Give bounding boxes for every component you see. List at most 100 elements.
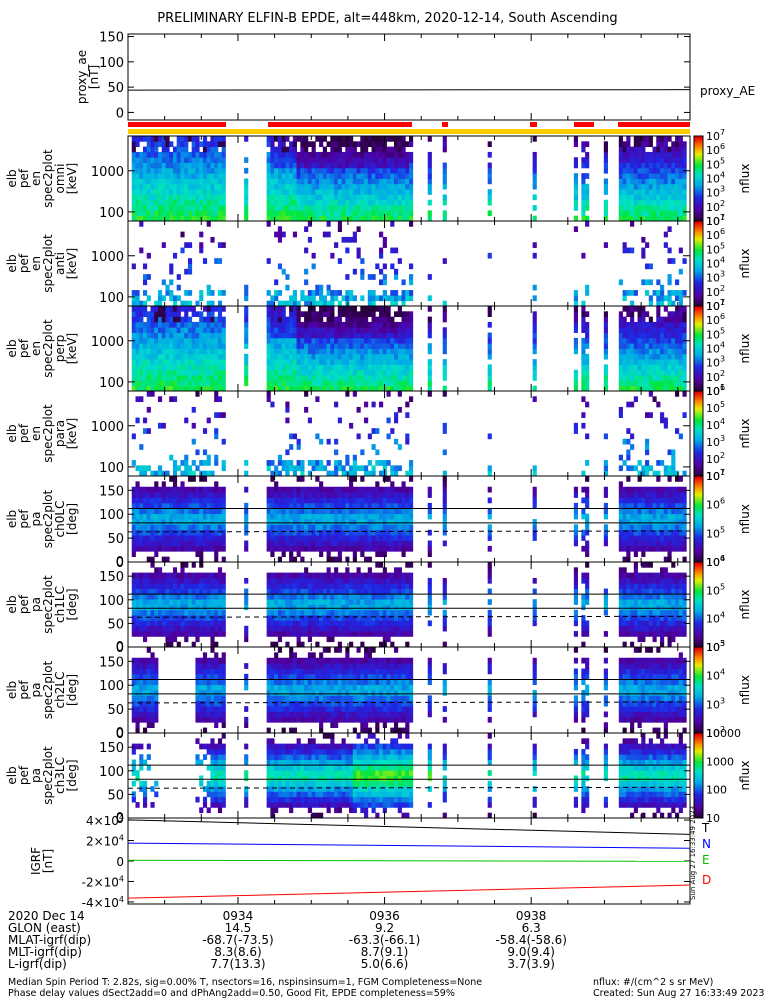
- spectrogram-cell: [409, 375, 414, 381]
- spectrogram-cell: [397, 369, 402, 376]
- spectrogram-cell: [165, 327, 170, 333]
- spectrogram-cell: [142, 279, 148, 286]
- pa-cell: [603, 502, 608, 509]
- pa-cell: [603, 486, 608, 493]
- pa-cell: [656, 540, 661, 547]
- pa-cell: [633, 545, 638, 552]
- spectrogram-cell: [217, 189, 223, 195]
- spectrogram-cell: [180, 183, 185, 190]
- spectrogram-cell: [405, 157, 410, 163]
- spectrogram-cell: [274, 385, 279, 392]
- spectrogram-cell: [682, 316, 687, 323]
- spectrogram-cell: [165, 167, 170, 174]
- pa-cell: [206, 529, 211, 536]
- colorbar-step: [694, 206, 703, 209]
- spectrogram-cell: [626, 290, 631, 296]
- spectrogram-cell: [487, 167, 492, 174]
- proxy-ae-ytick-label: 0: [116, 106, 124, 121]
- spectrogram-cell: [322, 359, 327, 365]
- spectrogram-cell: [157, 385, 163, 392]
- spectrogram-cell: [356, 194, 361, 201]
- pa-cell: [652, 545, 657, 552]
- spectrogram-cell: [532, 215, 537, 222]
- spectrogram-cell: [656, 189, 661, 195]
- pa-cell: [304, 502, 309, 509]
- spectrogram-cell: [326, 306, 331, 312]
- pa-cell: [139, 593, 144, 600]
- spectrogram-cell: [652, 290, 657, 296]
- spectrogram-cell: [397, 343, 402, 349]
- spectrogram-cell: [532, 348, 537, 355]
- spectrogram-cell: [360, 353, 365, 360]
- spectrogram-cell: [386, 375, 391, 381]
- pa-cell: [195, 492, 200, 498]
- pa-cell: [397, 545, 402, 552]
- pa-cell: [322, 508, 327, 515]
- spectrogram-cell: [277, 316, 283, 323]
- pa-cell: [360, 519, 365, 525]
- spectrogram-cell: [390, 178, 395, 185]
- colorbar-step: [694, 501, 703, 505]
- spectrogram-cell: [157, 295, 163, 302]
- colorbar-label: nflux: [738, 504, 752, 534]
- spectrogram-cell: [285, 162, 290, 169]
- spectrogram-cell: [678, 316, 683, 323]
- spectrogram-cell: [154, 337, 159, 344]
- colorbar-step: [694, 446, 703, 449]
- pa-cell: [307, 508, 312, 515]
- spectrogram-cell: [150, 146, 155, 153]
- spectrogram-cell: [682, 412, 687, 418]
- spectrogram-cell: [667, 146, 672, 153]
- spectrogram-cell: [135, 364, 140, 371]
- spectrogram-cell: [375, 167, 380, 174]
- pa-cell: [165, 502, 170, 509]
- proxy-ae-ytick-label: 50: [107, 81, 124, 96]
- spectrogram-cell: [135, 151, 140, 158]
- spectrogram-cell: [487, 337, 492, 344]
- spectrogram-cell: [667, 385, 672, 392]
- pa-cell: [142, 502, 148, 509]
- spectrogram-cell: [184, 465, 189, 472]
- spectrogram-cell: [671, 327, 676, 333]
- spectrogram-cell: [281, 327, 286, 333]
- spectrogram-cell: [622, 167, 627, 174]
- spectrogram-cell: [667, 167, 672, 174]
- spectrogram-cell: [289, 295, 294, 302]
- spectrogram-cell: [442, 141, 447, 148]
- pa-cell: [409, 535, 414, 541]
- pa-cell: [334, 486, 339, 493]
- pa-cell: [397, 529, 402, 536]
- spectrogram-cell: [641, 321, 646, 328]
- spectrogram-cell: [304, 146, 309, 153]
- pa-cell: [206, 540, 211, 547]
- spectrogram-cell: [206, 417, 211, 424]
- spectrogram-cell: [397, 167, 402, 174]
- spectrogram-cell: [352, 348, 357, 355]
- spectrogram-cell: [641, 343, 646, 349]
- spectrogram-cell: [315, 178, 320, 185]
- pa-cell: [139, 572, 144, 579]
- colorbar-step: [694, 314, 703, 318]
- spectrogram-cell: [337, 337, 342, 344]
- spectrogram-cell: [671, 321, 676, 328]
- spectrogram-cell: [195, 380, 200, 387]
- pa-cell: [131, 593, 136, 600]
- spectrogram-cell: [180, 348, 185, 355]
- spectrogram-cell: [401, 146, 406, 153]
- pa-cell: [176, 519, 181, 525]
- spectrogram-cell: [427, 274, 432, 280]
- spectrogram-cell: [379, 316, 384, 323]
- pa-cell: [266, 519, 271, 525]
- spectrogram-cell: [139, 465, 144, 472]
- spectrogram-cell: [285, 364, 290, 371]
- spectrogram-cell: [206, 178, 211, 185]
- spectrogram-cell: [626, 369, 631, 376]
- spectrogram-cell: [315, 205, 320, 211]
- spectrogram-cell: [675, 391, 680, 397]
- spectrogram-cell: [375, 210, 380, 217]
- spectrogram-cell: [146, 380, 151, 387]
- spectrogram-cell: [356, 178, 361, 185]
- spectrogram-cell: [195, 369, 200, 376]
- spectrogram-cell: [618, 412, 623, 418]
- spectrogram-cell: [345, 321, 350, 328]
